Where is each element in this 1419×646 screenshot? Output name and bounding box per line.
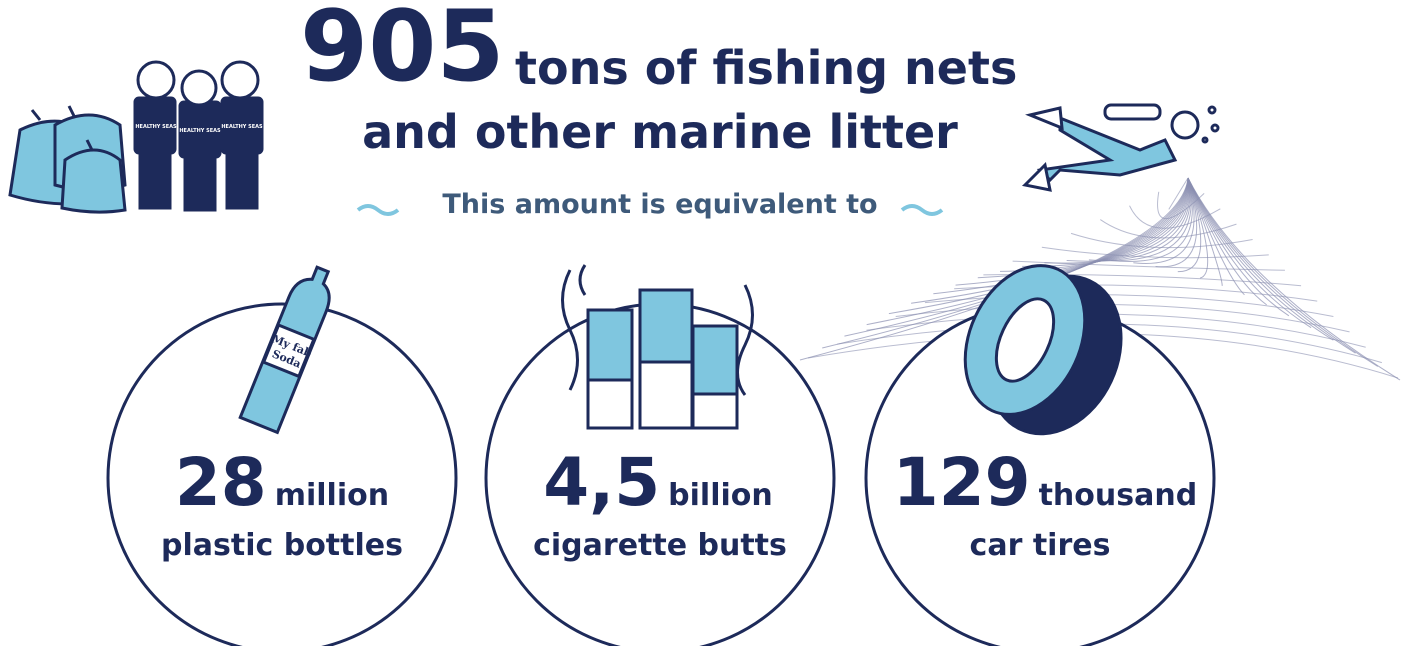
net-line <box>1168 177 1189 210</box>
tire-icon <box>963 264 1123 436</box>
net <box>799 177 1401 381</box>
item-unit: million <box>275 478 389 513</box>
headline-number: 905 <box>300 0 505 104</box>
people-icon <box>133 60 264 212</box>
bags-icon <box>8 105 127 214</box>
shirt-text: HEALTHY SEAS <box>221 124 263 130</box>
item-number: 129 <box>893 444 1031 521</box>
net-line <box>1157 191 1205 219</box>
shirt-text: HEALTHY SEAS <box>135 124 177 130</box>
net-line <box>1187 177 1245 296</box>
diver-icon <box>1021 103 1220 192</box>
net-line <box>1022 177 1190 267</box>
net-line <box>1066 177 1191 262</box>
net-line <box>895 303 1350 333</box>
wave <box>356 204 944 216</box>
net-line <box>911 177 1189 304</box>
item: 28 million plastic bottles <box>161 444 403 563</box>
item-unit: billion <box>668 478 773 513</box>
net-line <box>1133 177 1195 264</box>
net-line <box>1111 177 1193 262</box>
net-line <box>866 177 1189 326</box>
net-line <box>844 177 1189 337</box>
circle <box>106 302 458 646</box>
cigarettes-icon <box>561 264 754 430</box>
shirt-text: HEALTHY SEAS <box>179 128 221 134</box>
subtitle: This amount is equivalent to <box>442 189 877 220</box>
item-number: 4,5 <box>543 444 660 521</box>
net-line <box>1044 177 1190 264</box>
net-line <box>1177 177 1202 273</box>
bottle-icon <box>238 265 331 435</box>
net-line <box>1070 232 1253 249</box>
headline-line2: and other marine litter <box>362 105 958 159</box>
item-label: plastic bottles <box>161 528 403 563</box>
net-line <box>1187 177 1379 367</box>
net-line <box>866 313 1366 348</box>
item: 4,5 billion cigarette butts <box>533 444 787 563</box>
net-line <box>1100 219 1237 239</box>
item-label: car tires <box>970 528 1111 563</box>
net-line <box>1041 246 1269 259</box>
net-line <box>1187 177 1401 381</box>
item-label: cigarette butts <box>533 528 787 563</box>
net-line <box>1129 205 1221 229</box>
net-line <box>1012 260 1285 271</box>
headline-line1: tons of fishing nets <box>515 41 1017 95</box>
net-line <box>1187 177 1356 354</box>
net-line <box>1187 177 1223 286</box>
item-unit: thousand <box>1039 478 1198 513</box>
item-number: 28 <box>175 444 267 521</box>
net-line <box>1187 177 1209 279</box>
net-line <box>837 323 1382 364</box>
net-line <box>1187 177 1312 329</box>
item: 129 thousand car tires <box>893 444 1197 563</box>
